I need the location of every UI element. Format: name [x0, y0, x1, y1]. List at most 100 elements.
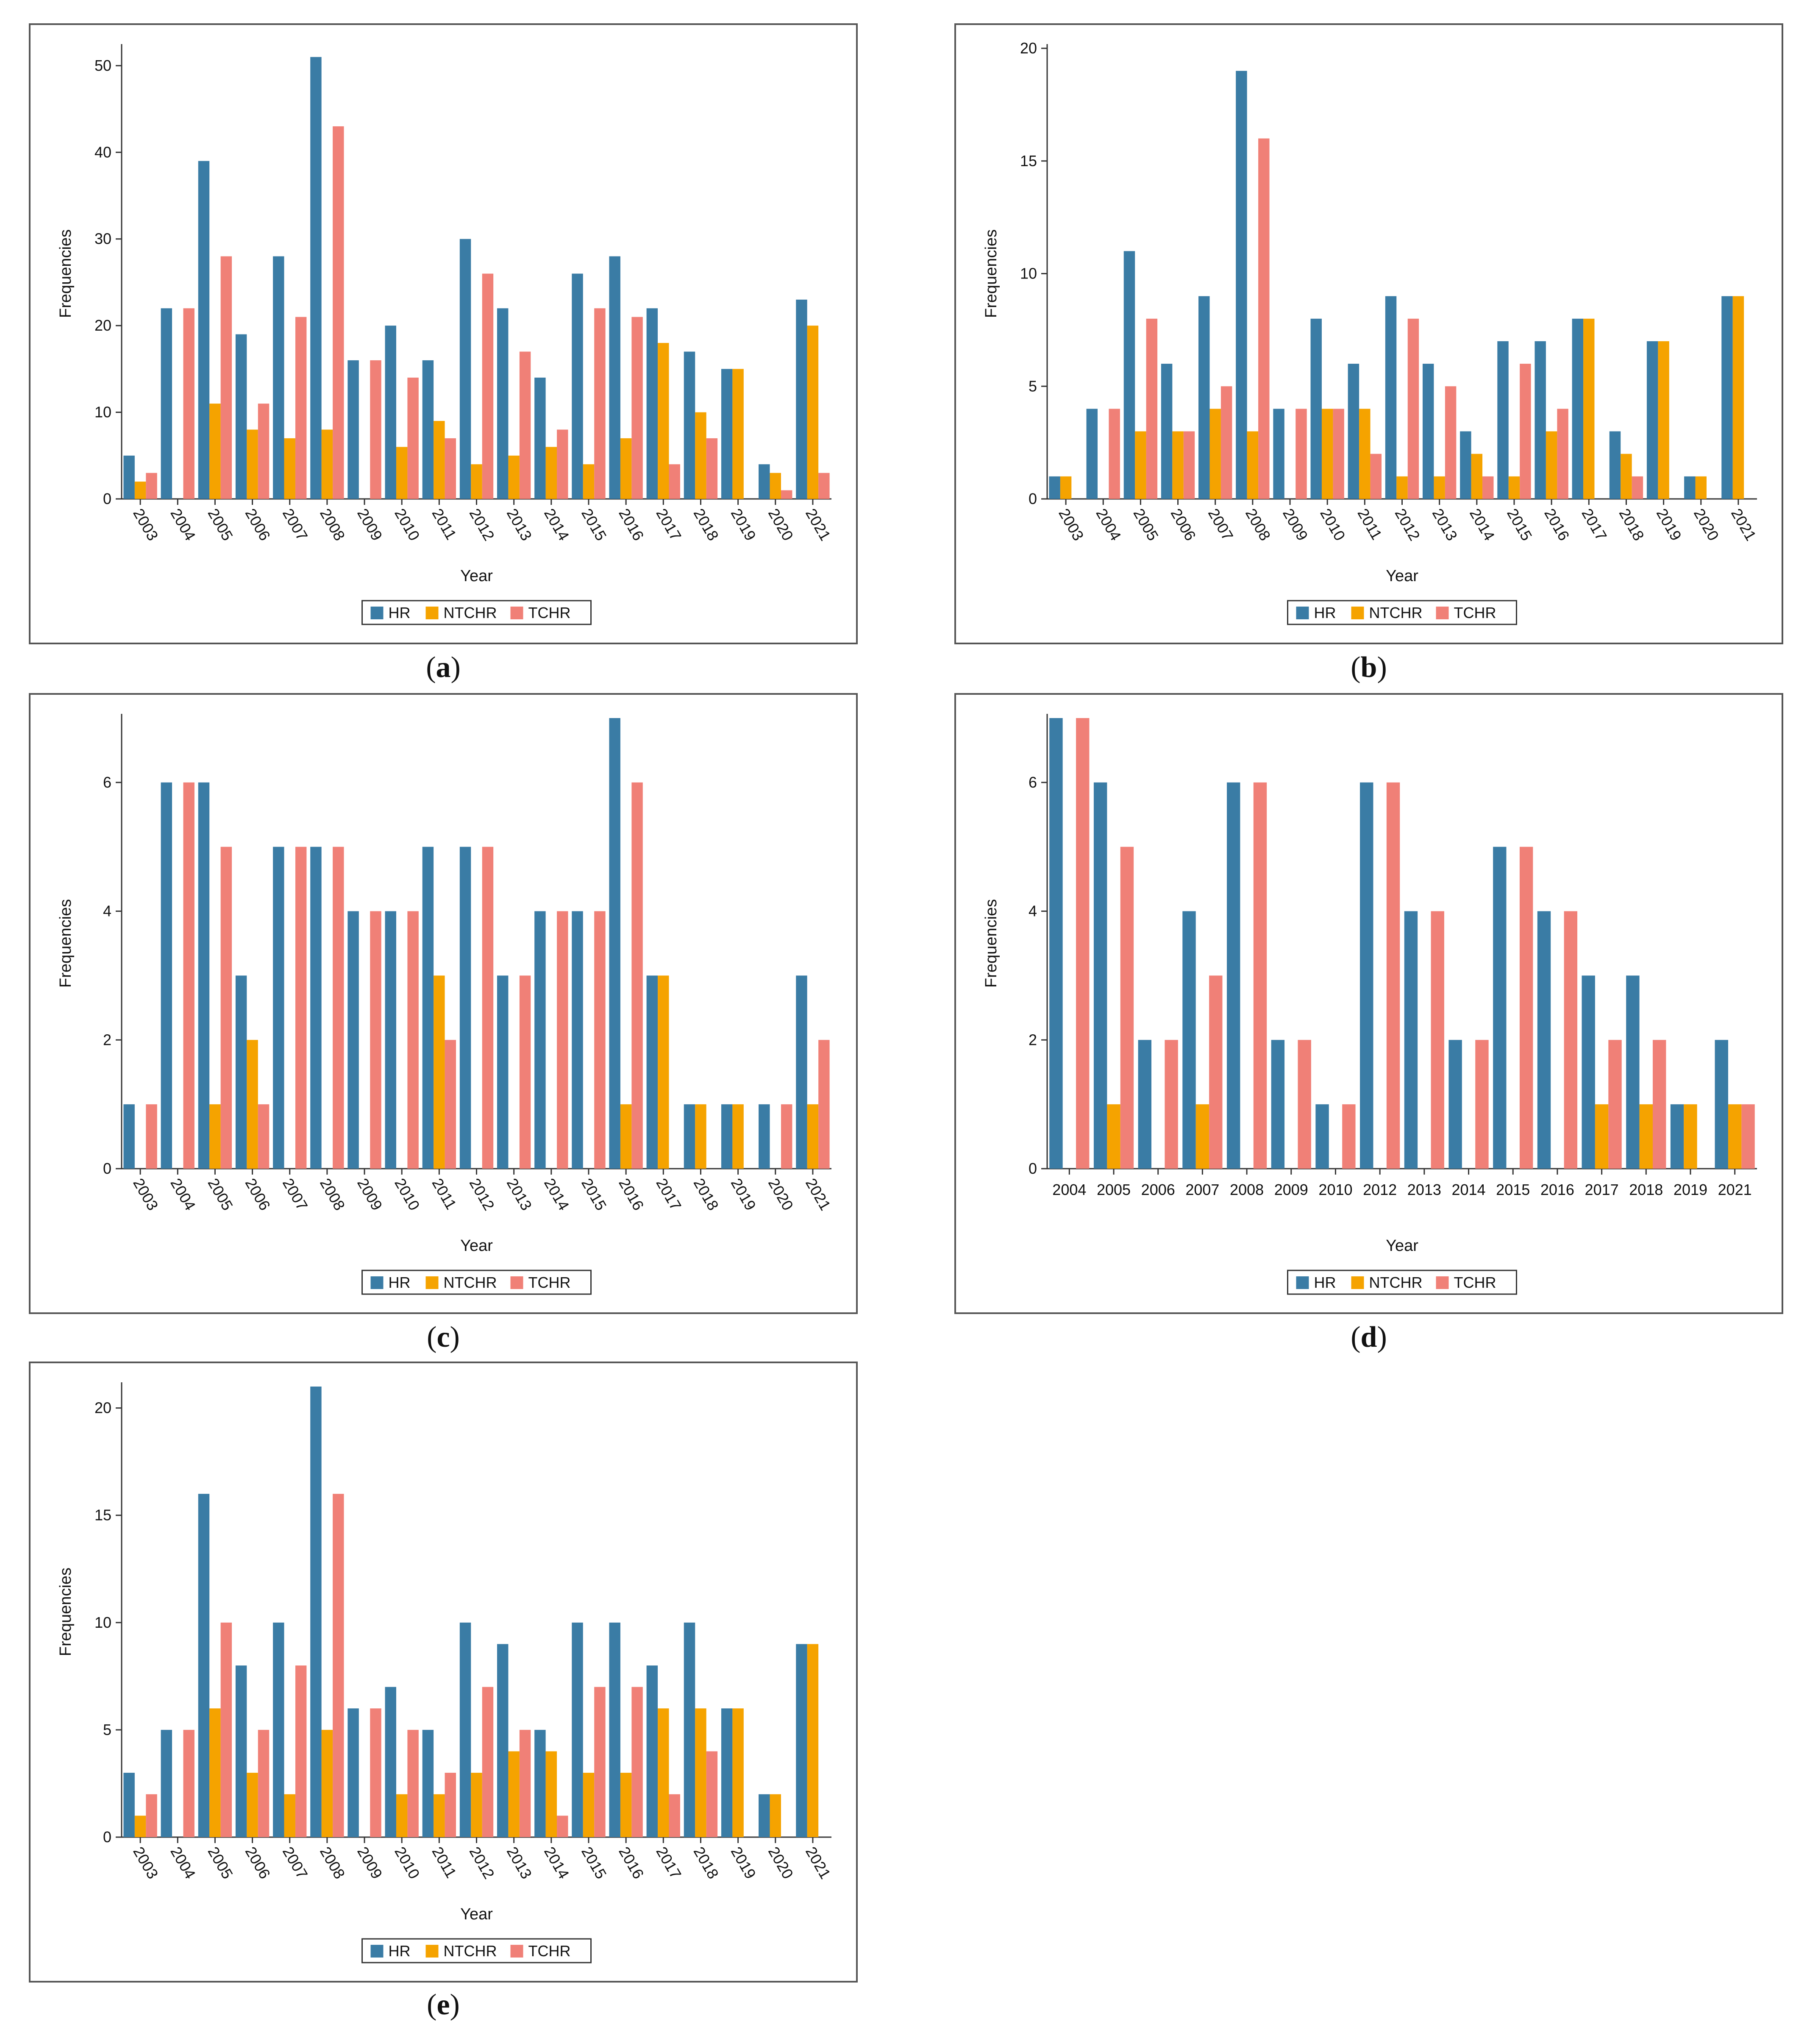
x-tick-label: 2007: [279, 1175, 311, 1214]
bar-tchr-2007: [295, 317, 307, 499]
legend-box: [361, 600, 592, 625]
bar-tchr-2007: [295, 1665, 307, 1837]
bar-ntchr-2019: [732, 1104, 744, 1169]
bar-ntchr-2006: [247, 1773, 258, 1837]
bar-tchr-2018: [706, 1751, 718, 1837]
legend-label-tchr: TCHR: [528, 1942, 571, 1960]
bar-hr-2019: [721, 369, 733, 499]
bar-tchr-2016: [631, 1687, 643, 1837]
y-tick-label: 10: [95, 1614, 111, 1631]
legend-label-ntchr: NTCHR: [1369, 1274, 1423, 1291]
bar-hr-2014: [1460, 431, 1471, 499]
legend-label-hr: HR: [389, 604, 411, 621]
bar-tchr-2008: [1258, 138, 1270, 499]
x-tick-label: 2015: [578, 1844, 610, 1882]
bar-tchr-2013: [1431, 911, 1444, 1169]
x-tick-label: 2008: [1242, 506, 1274, 544]
bar-hr-2010: [385, 1687, 396, 1837]
y-tick-label: 6: [1029, 774, 1037, 791]
bar-ntchr-2005: [1135, 431, 1146, 499]
y-axis-title: Frequencies: [57, 899, 75, 988]
bar-tchr-2011: [445, 438, 456, 499]
legend-swatch-tchr: [510, 1276, 523, 1289]
bar-tchr-2008: [1253, 782, 1267, 1169]
x-tick-label: 2016: [615, 1175, 648, 1214]
bar-tchr-2015: [594, 308, 606, 499]
y-tick-label: 5: [103, 1721, 111, 1738]
bar-hr-2008: [310, 847, 322, 1169]
legend-label-ntchr: NTCHR: [444, 604, 497, 621]
bar-ntchr-2012: [471, 464, 482, 499]
legend-box: [1287, 600, 1517, 625]
legend-swatch-tchr: [510, 607, 523, 619]
y-axis-title: Frequencies: [982, 229, 1000, 318]
x-tick-label: 2017: [653, 506, 685, 544]
y-tick-label: 0: [1029, 1160, 1037, 1177]
bar-ntchr-2017: [658, 343, 669, 499]
x-tick-label: 2011: [1354, 506, 1385, 543]
legend-swatch-ntchr: [425, 607, 439, 619]
y-tick-label: 50: [95, 57, 111, 74]
x-tick-label: 2015: [1496, 1181, 1530, 1198]
bar-ntchr-2019: [732, 369, 744, 499]
x-tick-label: 2021: [802, 506, 834, 544]
legend-swatch-tchr: [1436, 607, 1449, 619]
bar-tchr-2021: [818, 1040, 830, 1169]
y-tick-label: 10: [1020, 265, 1037, 282]
legend-a: HR NTCHR TCHR: [361, 600, 592, 625]
bar-hr-2004: [1086, 409, 1098, 499]
legend-label-ntchr: NTCHR: [444, 1274, 497, 1291]
x-tick-label: 2006: [1141, 1181, 1175, 1198]
x-tick-label: 2012: [466, 1844, 498, 1882]
x-tick-label: 2013: [1429, 506, 1461, 544]
legend-d: HR NTCHR TCHR: [1287, 1270, 1517, 1295]
bar-tchr-2017: [669, 464, 680, 499]
y-tick-label: 20: [95, 317, 111, 334]
y-tick-label: 5: [1029, 377, 1037, 395]
x-tick-label: 2017: [1585, 1181, 1619, 1198]
x-tick-label: 2016: [615, 1844, 648, 1882]
chart-panel-e: 0 5 10 15 20 Frequencies 2003 2004 2005 2006 2007 2…: [29, 1362, 858, 1983]
bar-ntchr-2020: [1695, 476, 1707, 499]
bar-hr-2020: [1684, 476, 1696, 499]
legend-swatch-hr: [1296, 607, 1309, 619]
bar-ntchr-2011: [1359, 409, 1371, 499]
bar-hr-2015: [572, 1622, 583, 1837]
x-tick-label: 2012: [466, 506, 498, 544]
x-tick-label: 2012: [466, 1175, 498, 1214]
x-tick-label: 2008: [317, 506, 349, 544]
x-tick-label: 2021: [802, 1844, 834, 1882]
bar-hr-2020: [759, 464, 770, 499]
x-tick-label: 2009: [1274, 1181, 1308, 1198]
bar-hr-2006: [235, 975, 247, 1169]
bar-hr-2018: [1626, 975, 1640, 1169]
bar-ntchr-2015: [583, 464, 595, 499]
bar-ntchr-2006: [247, 429, 258, 499]
x-tick-label: 2005: [204, 1175, 236, 1214]
y-tick-label: 0: [103, 1160, 111, 1177]
bar-ntchr-2007: [284, 438, 295, 499]
legend-label-ntchr: NTCHR: [1369, 604, 1423, 621]
bar-tchr-2021: [1741, 1104, 1755, 1169]
bar-hr-2012: [459, 1622, 471, 1837]
bar-tchr-2007: [295, 847, 307, 1169]
bar-ntchr-2007: [1209, 409, 1221, 499]
bar-ntchr-2003: [1060, 476, 1072, 499]
bar-hr-2019: [721, 1708, 733, 1837]
bar-ntchr-2005: [209, 1104, 221, 1169]
bar-tchr-2014: [1475, 1040, 1489, 1169]
x-tick-label: 2019: [1653, 506, 1685, 544]
x-tick-label: 2021: [1728, 506, 1760, 544]
x-tick-label: 2013: [503, 506, 536, 544]
bar-hr-2011: [422, 847, 434, 1169]
bar-hr-2010: [1310, 318, 1322, 499]
legend-b: HR NTCHR TCHR: [1287, 600, 1517, 625]
bar-ntchr-2019: [1658, 341, 1669, 499]
x-tick-label: 2014: [541, 506, 573, 544]
bar-tchr-2014: [557, 1816, 568, 1837]
caption-b: (b): [1351, 651, 1387, 684]
x-tick-label: 2008: [317, 1844, 349, 1882]
bar-hr-2010: [1315, 1104, 1329, 1169]
legend-c: HR NTCHR TCHR: [361, 1270, 592, 1295]
bar-ntchr-2007: [1195, 1104, 1209, 1169]
